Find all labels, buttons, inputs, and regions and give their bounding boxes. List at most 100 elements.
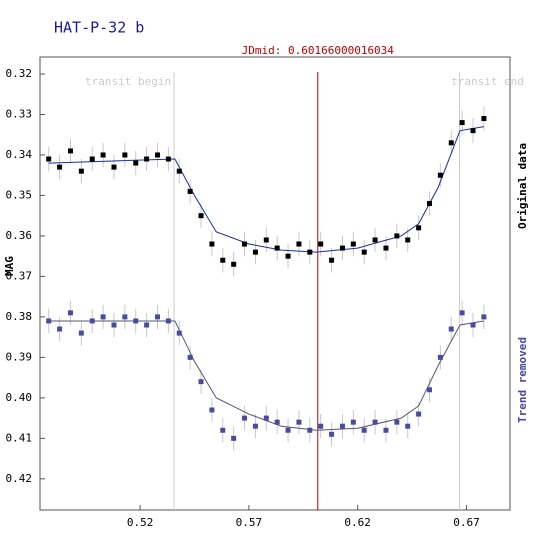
data-point — [361, 427, 367, 433]
data-point — [481, 116, 487, 122]
data-point — [57, 326, 63, 332]
data-point — [372, 237, 378, 243]
data-point — [220, 427, 226, 433]
data-point — [394, 419, 400, 425]
model-line — [48, 126, 484, 253]
data-point — [329, 431, 335, 437]
data-point — [437, 354, 443, 360]
y-tick-label: 0.39 — [6, 350, 33, 363]
x-tick-label: 0.62 — [344, 516, 371, 529]
data-point — [209, 407, 215, 413]
data-point — [437, 172, 443, 178]
data-point — [187, 188, 193, 194]
data-point — [383, 245, 389, 251]
annotation-label: transit begin — [85, 75, 171, 88]
data-point — [448, 140, 454, 146]
data-point — [111, 164, 117, 170]
data-point — [242, 415, 248, 421]
data-point — [285, 427, 291, 433]
y-tick-label: 0.42 — [6, 472, 33, 485]
data-point — [339, 245, 345, 251]
data-point — [78, 330, 84, 336]
data-point — [416, 411, 422, 417]
data-point — [165, 156, 171, 162]
data-point — [263, 415, 269, 421]
data-point — [470, 128, 476, 134]
data-point — [242, 241, 248, 247]
y-tick-label: 0.41 — [6, 431, 33, 444]
data-point — [426, 201, 432, 207]
data-point — [176, 168, 182, 174]
data-point — [329, 257, 335, 263]
data-point — [448, 326, 454, 332]
data-point — [100, 152, 106, 158]
y-tick-label: 0.36 — [6, 229, 33, 242]
data-point — [361, 249, 367, 255]
data-point — [470, 322, 476, 328]
data-point — [285, 253, 291, 259]
data-point — [57, 164, 63, 170]
chart-title: HAT-P-32 b — [54, 19, 144, 37]
data-point — [383, 427, 389, 433]
data-point — [459, 120, 465, 126]
data-point — [67, 310, 73, 316]
data-point — [155, 152, 160, 158]
data-point — [67, 148, 73, 154]
data-point — [144, 156, 150, 162]
data-point — [394, 233, 400, 239]
x-tick-label: 0.57 — [236, 516, 263, 529]
y-tick-label: 0.38 — [6, 310, 33, 323]
data-point — [198, 379, 204, 385]
data-point — [307, 427, 313, 433]
data-point — [263, 237, 269, 243]
data-point — [133, 318, 139, 324]
legend-label: Original data — [516, 143, 529, 229]
data-point — [426, 387, 432, 393]
legend-label: Trend removed — [516, 337, 529, 423]
data-point — [122, 152, 128, 158]
data-point — [481, 314, 487, 320]
data-point — [296, 419, 302, 425]
data-point — [372, 419, 378, 425]
data-point — [198, 213, 204, 219]
data-point — [220, 257, 226, 263]
plot-frame — [39, 56, 511, 511]
y-tick-label: 0.37 — [6, 269, 33, 282]
data-point — [318, 241, 324, 247]
data-point — [318, 423, 324, 429]
data-point — [46, 318, 52, 324]
data-point — [100, 314, 106, 320]
y-tick-label: 0.35 — [6, 188, 33, 201]
data-point — [111, 322, 117, 328]
y-axis-label: MAG — [3, 256, 16, 276]
data-point — [209, 241, 215, 247]
data-point — [231, 435, 237, 441]
data-point — [274, 245, 280, 251]
x-tick-label: 0.52 — [127, 516, 154, 529]
data-point — [89, 156, 95, 162]
data-point — [350, 241, 356, 247]
data-point — [231, 261, 237, 267]
data-point — [296, 241, 302, 247]
data-point — [155, 314, 160, 320]
data-point — [416, 225, 422, 231]
data-point — [274, 419, 280, 425]
annotation-label: transit end — [451, 75, 524, 88]
data-point — [252, 249, 258, 255]
data-point — [165, 318, 171, 324]
x-tick-label: 0.67 — [453, 516, 480, 529]
data-point — [78, 168, 84, 174]
y-tick-label: 0.34 — [6, 148, 33, 161]
y-tick-label: 0.40 — [6, 391, 33, 404]
data-point — [339, 423, 345, 429]
y-tick-label: 0.33 — [6, 107, 33, 120]
data-point — [176, 330, 182, 336]
data-point — [405, 237, 411, 243]
data-point — [144, 322, 150, 328]
data-point — [350, 419, 356, 425]
model-line — [48, 320, 484, 431]
data-point — [252, 423, 258, 429]
y-tick-label: 0.32 — [6, 67, 33, 80]
data-point — [187, 354, 193, 360]
